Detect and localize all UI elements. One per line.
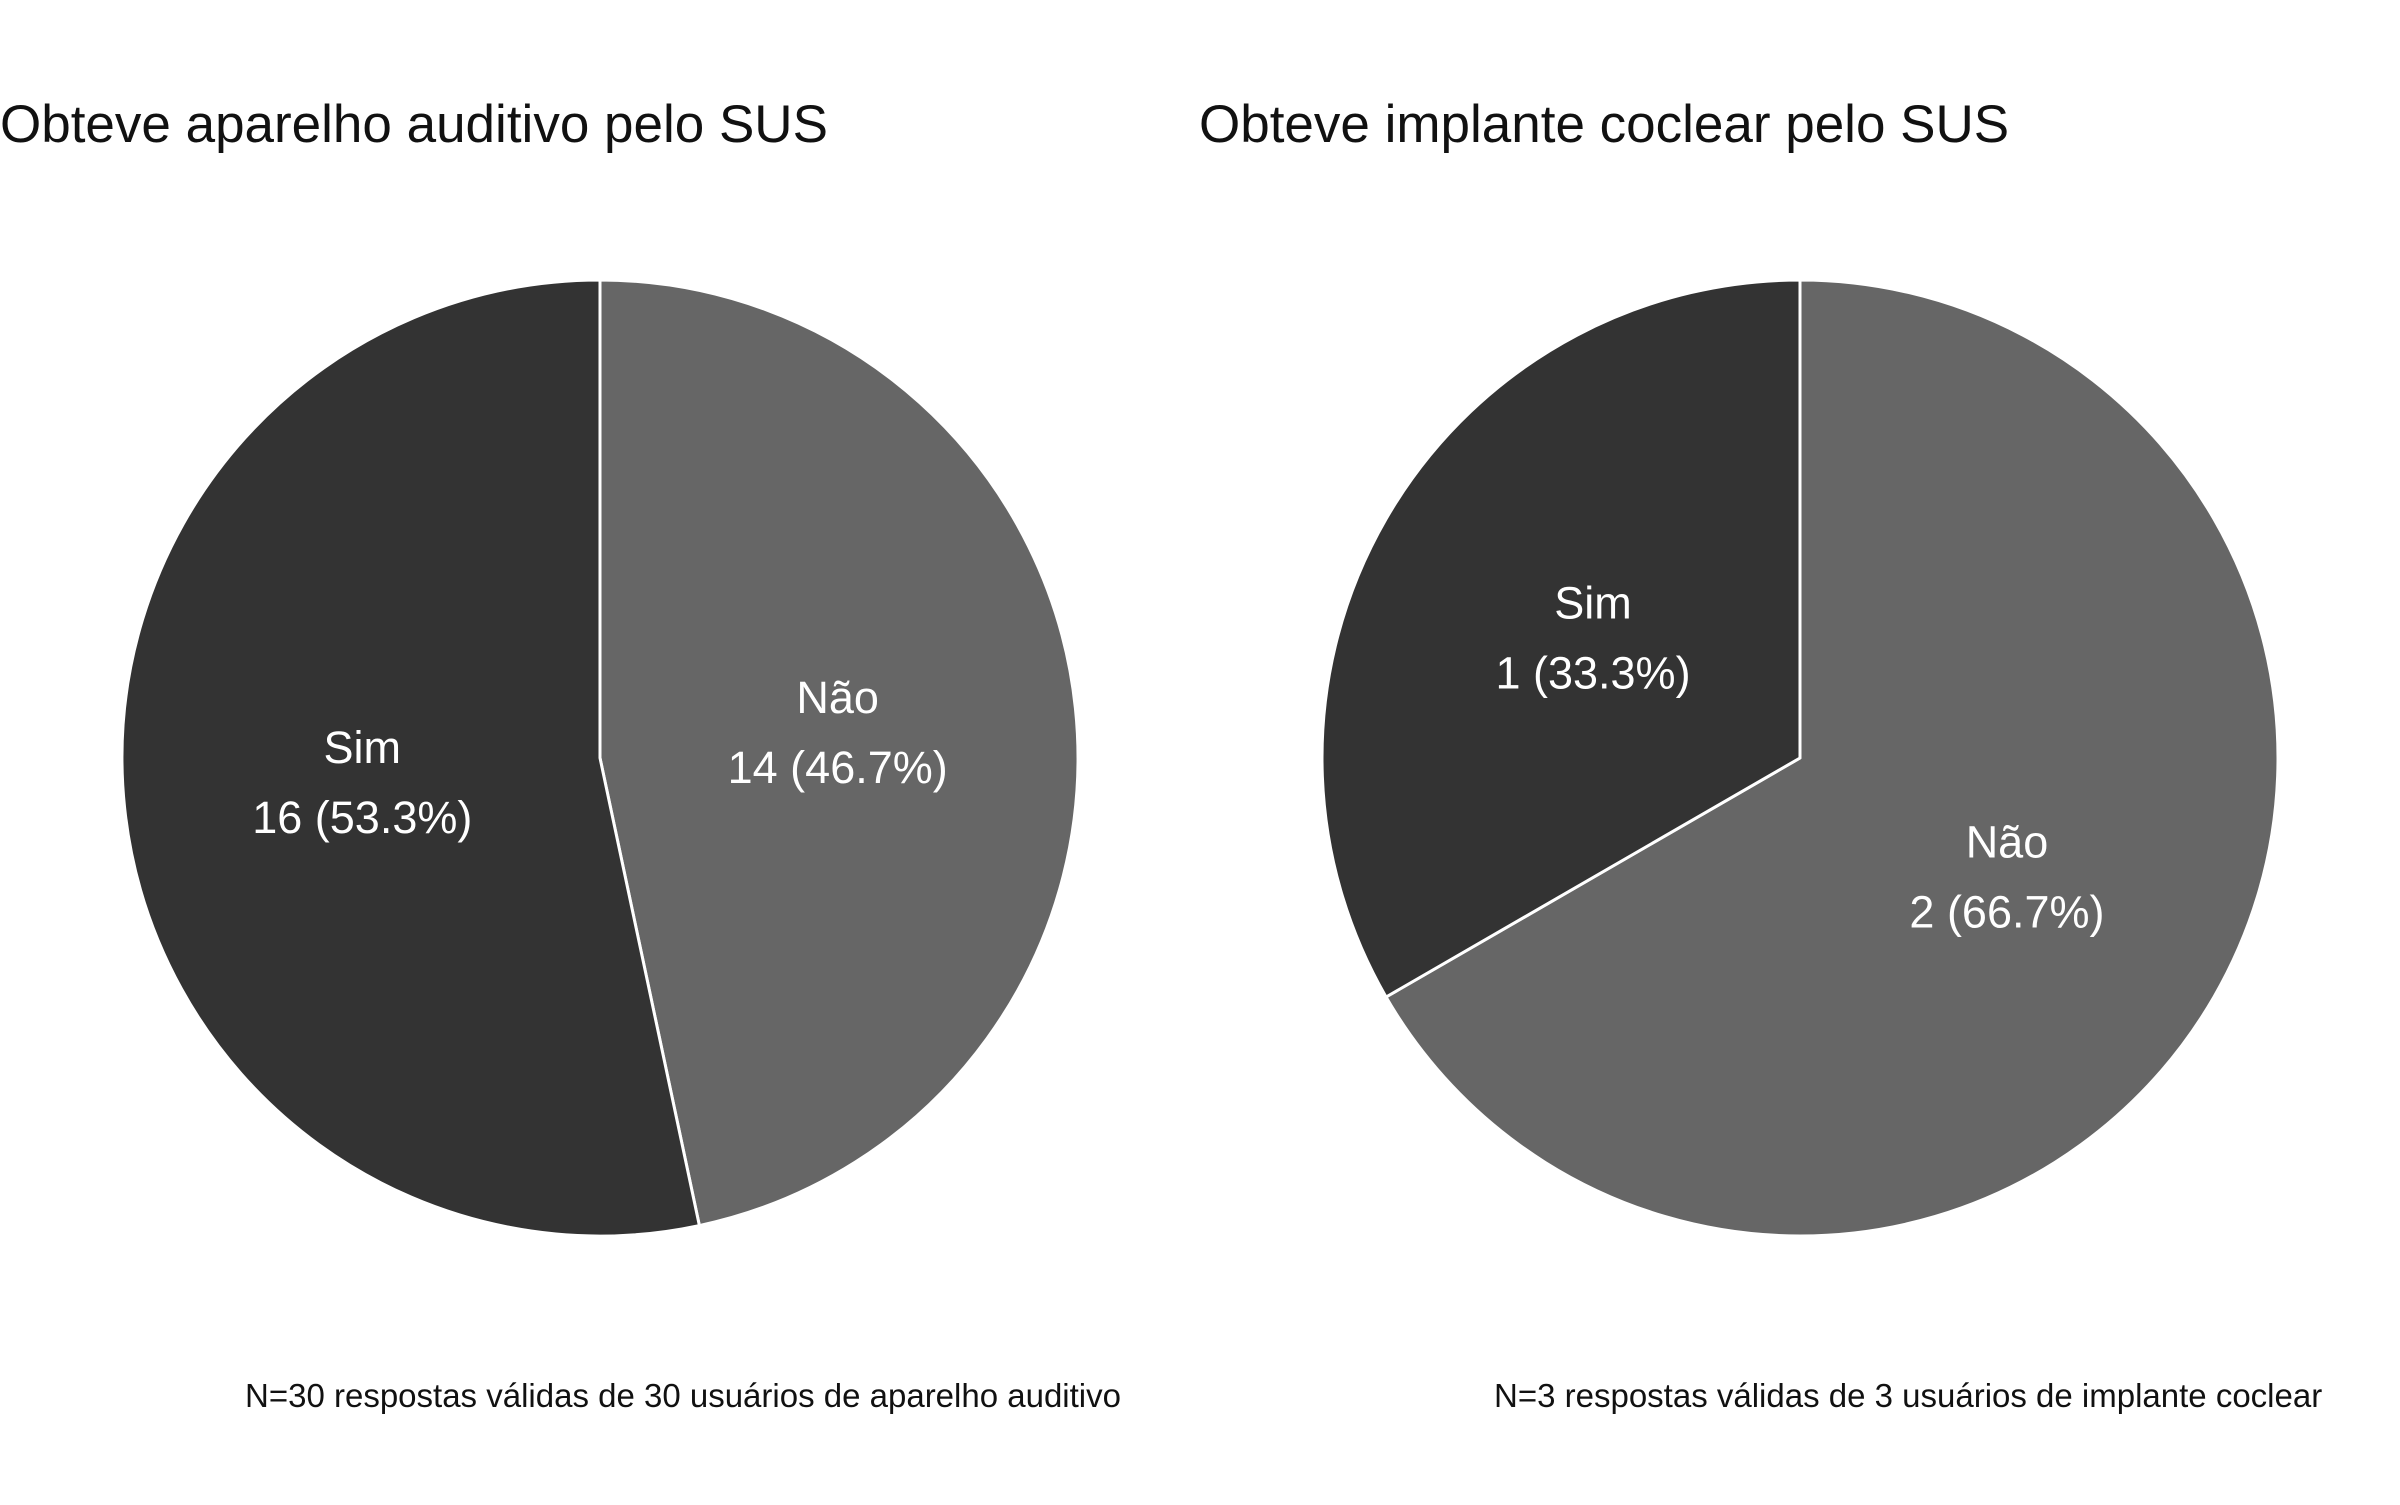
pie-slice-value-2-1: 2 (66.7%)	[1909, 887, 2104, 938]
pie-slice-value-2-2: 1 (33.3%)	[1495, 648, 1690, 699]
pie-panel-2: Obteve implante coclear pelo SUS Não 2 (6…	[1199, 95, 2322, 1414]
pie-slice-label-1-2: Sim	[324, 722, 402, 773]
pie-slice-sim-2	[1320, 278, 1802, 999]
chart-caption-1: N=30 respostas válidas de 30 usuários de…	[245, 1377, 1121, 1414]
pie-slice-value-1-1: 14 (46.7%)	[728, 742, 948, 793]
pie-slice-no-1	[598, 278, 1080, 1228]
pie-slices-1	[120, 278, 1080, 1238]
chart-caption-2: N=3 respostas válidas de 3 usuários de i…	[1494, 1377, 2322, 1414]
pie-slice-value-1-2: 16 (53.3%)	[252, 792, 472, 843]
pie-slice-label-2-2: Sim	[1554, 578, 1632, 629]
pie-slice-no-2	[1384, 278, 2280, 1238]
pie-labels-2: Não 2 (66.7%) Sim 1 (33.3%)	[1495, 578, 2104, 938]
pie-labels-1: Não 14 (46.7%) Sim 16 (53.3%)	[252, 672, 948, 843]
pie-slice-label-2-1: Não	[1966, 817, 2049, 868]
pie-slice-label-1-1: Não	[796, 672, 879, 723]
pie-panel-1: Obteve aparelho auditivo pelo SUS Não 14 …	[0, 95, 1121, 1414]
pie-slice-sim-1	[120, 278, 701, 1238]
chart-title-2: Obteve implante coclear pelo SUS	[1199, 95, 2009, 154]
pie-slices-2	[1320, 278, 2280, 1238]
chart-title-1: Obteve aparelho auditivo pelo SUS	[0, 95, 828, 154]
